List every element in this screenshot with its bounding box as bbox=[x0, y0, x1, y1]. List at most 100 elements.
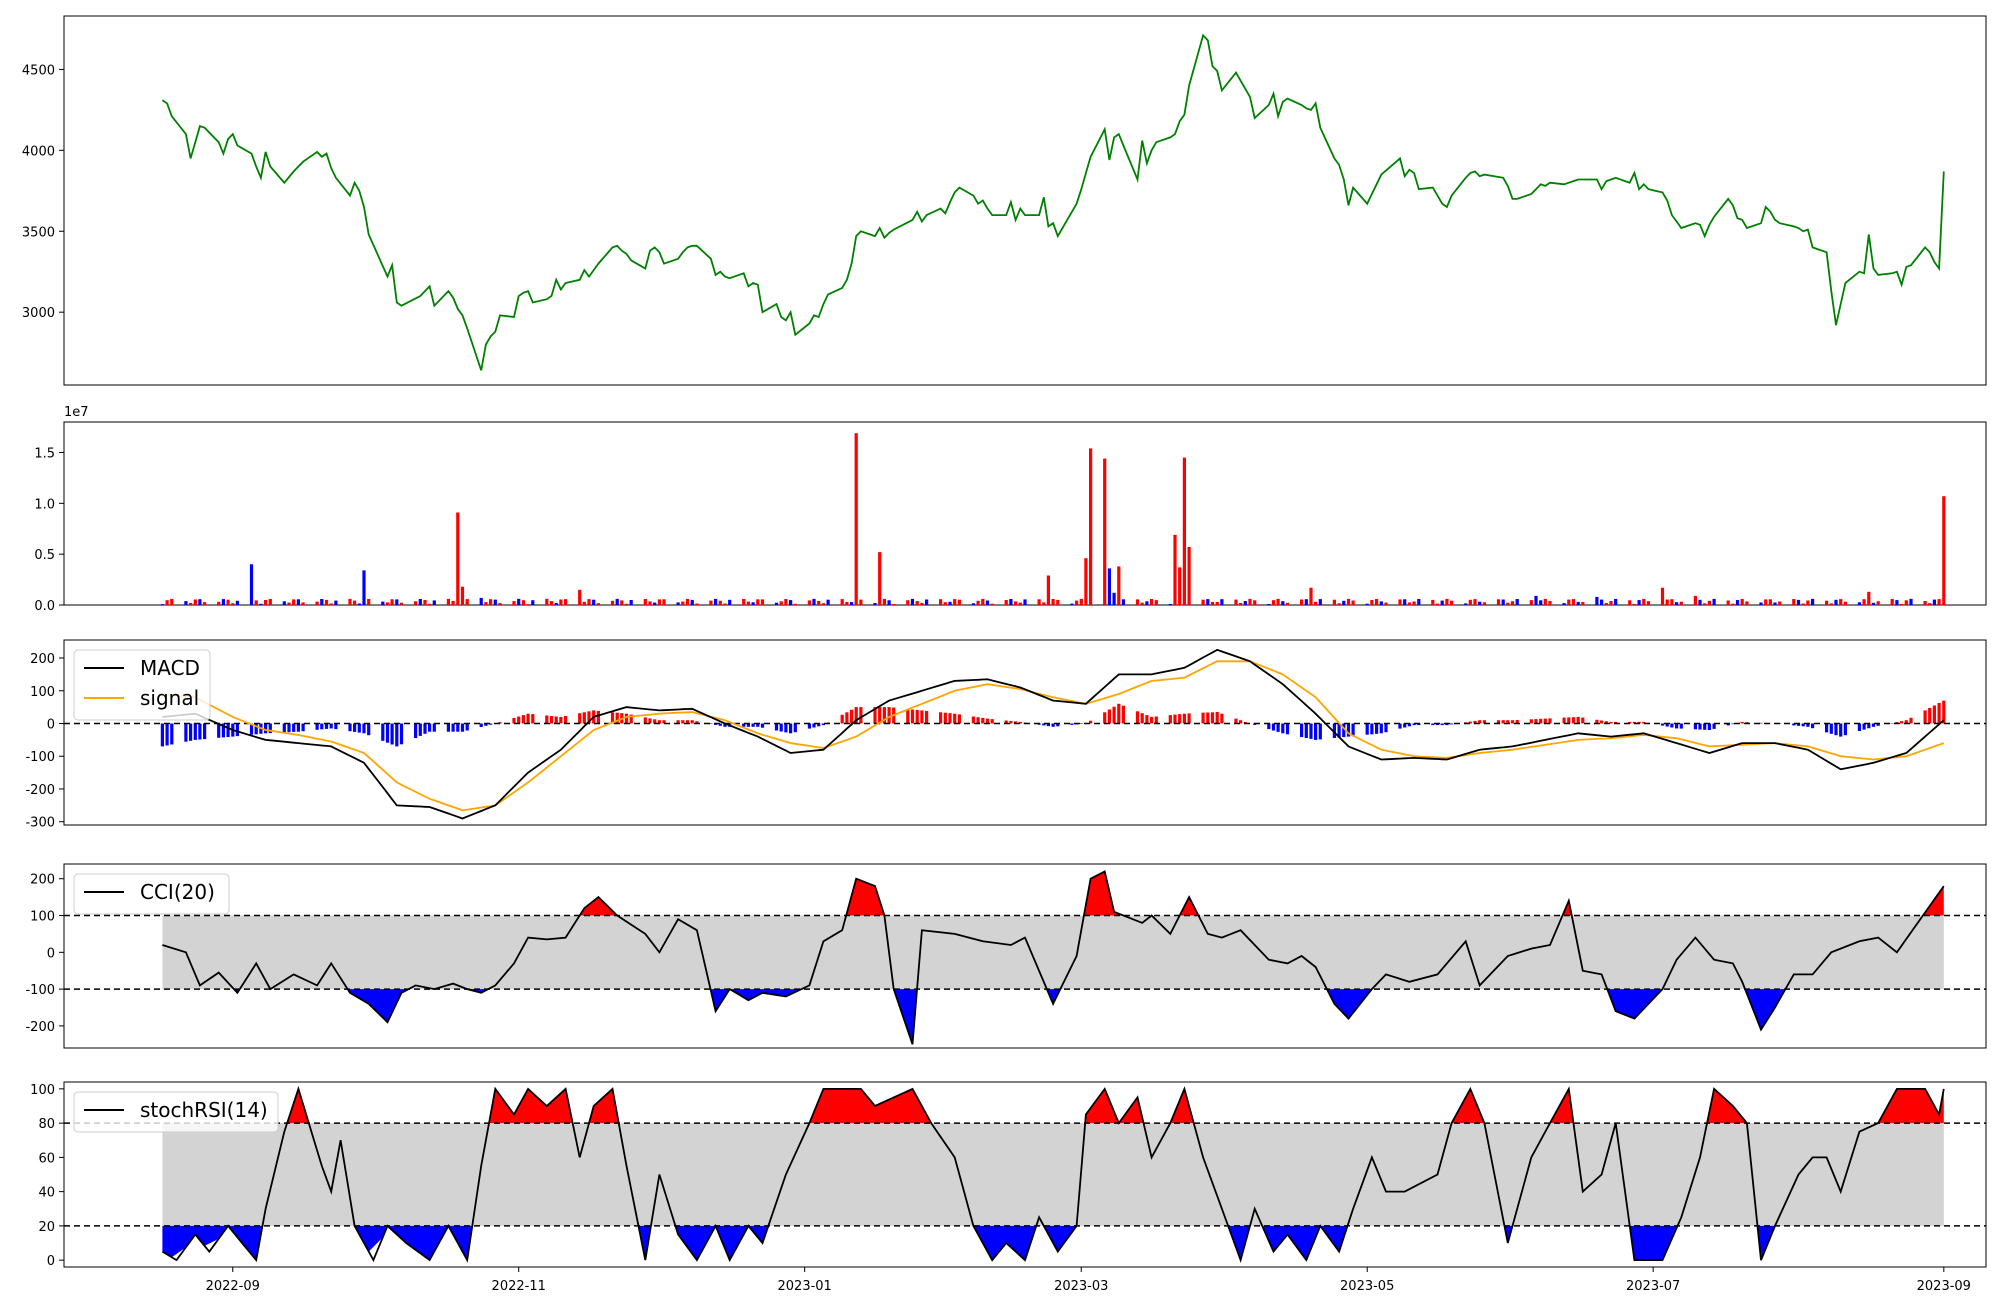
volume-bar bbox=[845, 601, 849, 605]
volume-bar bbox=[1084, 558, 1088, 605]
date-axis: 2022-09 2022-11 2023-01 2023-03 2023-05 2023-… bbox=[206, 1267, 1971, 1294]
y-tick-label: -100 bbox=[25, 750, 55, 765]
histogram-bar bbox=[1239, 720, 1243, 724]
histogram-bar bbox=[1862, 723, 1866, 730]
volume-bar bbox=[1937, 599, 1941, 605]
volume-bar bbox=[282, 601, 286, 605]
volume-bar bbox=[925, 599, 929, 605]
volume-bar bbox=[784, 599, 788, 605]
volume-bar bbox=[203, 602, 207, 605]
oversold-fill bbox=[347, 989, 409, 1023]
histogram-bar bbox=[451, 723, 455, 732]
y-tick-label: 4500 bbox=[22, 63, 55, 78]
volume-bar bbox=[1515, 599, 1519, 605]
volume-bar bbox=[1384, 602, 1388, 605]
histogram-bar bbox=[198, 723, 202, 740]
volume-bar bbox=[1403, 599, 1407, 605]
volume-bar bbox=[1037, 599, 1041, 605]
volume-bar bbox=[1707, 600, 1711, 605]
volume-bar bbox=[1829, 603, 1833, 605]
volume-bar bbox=[1351, 600, 1355, 605]
volume-panel: 0.0 0.5 1.0 1.5 1e7 bbox=[34, 405, 1987, 614]
oversold-fill bbox=[448, 1225, 473, 1261]
volume-bar bbox=[1482, 602, 1486, 605]
volume-bar bbox=[1679, 601, 1683, 605]
volume-bar bbox=[1796, 599, 1801, 605]
volume-bar bbox=[756, 599, 760, 605]
histogram-bar bbox=[915, 709, 919, 724]
histogram-bar bbox=[587, 711, 591, 724]
histogram-bar bbox=[1342, 723, 1346, 738]
volume-bar bbox=[1332, 599, 1336, 605]
histogram-bar bbox=[254, 723, 258, 735]
histogram-bar bbox=[1937, 703, 1941, 724]
volume-bar bbox=[1004, 600, 1008, 605]
volume-bar bbox=[1239, 603, 1243, 605]
histogram-bar bbox=[760, 723, 765, 728]
volume-bar bbox=[526, 604, 530, 605]
volume-bar bbox=[1056, 599, 1060, 605]
volume-bar bbox=[170, 598, 174, 605]
volume-bar bbox=[1220, 599, 1224, 605]
y-tick-label: -200 bbox=[25, 783, 55, 798]
histogram-bar bbox=[1079, 723, 1083, 724]
volume-bar bbox=[1571, 599, 1576, 605]
volume-bar bbox=[779, 601, 783, 605]
histogram-bar bbox=[301, 723, 305, 732]
volume-bar bbox=[1215, 602, 1219, 605]
histogram-bar bbox=[1150, 716, 1154, 724]
volume-bar bbox=[1440, 600, 1444, 605]
histogram-bar bbox=[418, 723, 422, 736]
histogram-bar bbox=[1510, 720, 1515, 724]
oversold-fill bbox=[1326, 989, 1372, 1019]
volume-bar bbox=[587, 599, 591, 605]
volume-bar bbox=[165, 600, 169, 605]
histogram-bar bbox=[1637, 721, 1641, 724]
volume-bar bbox=[826, 599, 830, 605]
volume-bar bbox=[1014, 601, 1018, 605]
volume-bar bbox=[1271, 600, 1276, 605]
histogram-bar bbox=[1642, 721, 1646, 724]
oversold-fill bbox=[354, 1225, 388, 1252]
volume-bar bbox=[451, 600, 455, 605]
histogram-bar bbox=[610, 712, 615, 724]
histogram-bar bbox=[235, 723, 239, 737]
volume-bar bbox=[1646, 601, 1651, 605]
volume-bar bbox=[1121, 599, 1125, 605]
histogram-bar bbox=[789, 723, 793, 734]
histogram-bar bbox=[1515, 720, 1519, 724]
volume-bar bbox=[1628, 600, 1632, 605]
volume-bar bbox=[1510, 601, 1515, 605]
histogram-bar bbox=[779, 723, 783, 732]
volume-bar bbox=[1046, 575, 1050, 605]
histogram-bar bbox=[268, 723, 272, 734]
volume-bar bbox=[1178, 567, 1182, 605]
volume-bar bbox=[592, 599, 596, 605]
histogram-bar bbox=[1792, 723, 1796, 726]
volume-bar bbox=[460, 586, 465, 605]
histogram-bar bbox=[906, 709, 910, 724]
volume-bar bbox=[1600, 599, 1604, 605]
volume-bar bbox=[320, 599, 324, 605]
histogram-bar bbox=[1365, 723, 1369, 735]
histogram-bar bbox=[1112, 706, 1116, 724]
histogram-bar bbox=[1904, 720, 1908, 724]
volume-bar bbox=[385, 602, 390, 605]
volume-bar bbox=[357, 603, 361, 605]
histogram-bar bbox=[812, 723, 816, 728]
volume-bar bbox=[1609, 601, 1613, 605]
volume-bar bbox=[1253, 600, 1257, 605]
oversold-fill bbox=[162, 1225, 229, 1258]
histogram-bar bbox=[282, 723, 286, 733]
histogram-bar bbox=[854, 707, 858, 724]
histogram-bar bbox=[489, 723, 493, 725]
histogram-bar bbox=[981, 717, 985, 724]
histogram-bar bbox=[1548, 718, 1552, 724]
histogram-bar bbox=[1384, 723, 1388, 733]
y-tick-label: 100 bbox=[30, 910, 55, 925]
volume-bar bbox=[249, 564, 254, 605]
volume-bar bbox=[624, 603, 629, 605]
volume-bar bbox=[259, 603, 263, 605]
volume-bar bbox=[629, 600, 633, 605]
histogram-bar bbox=[807, 723, 811, 729]
